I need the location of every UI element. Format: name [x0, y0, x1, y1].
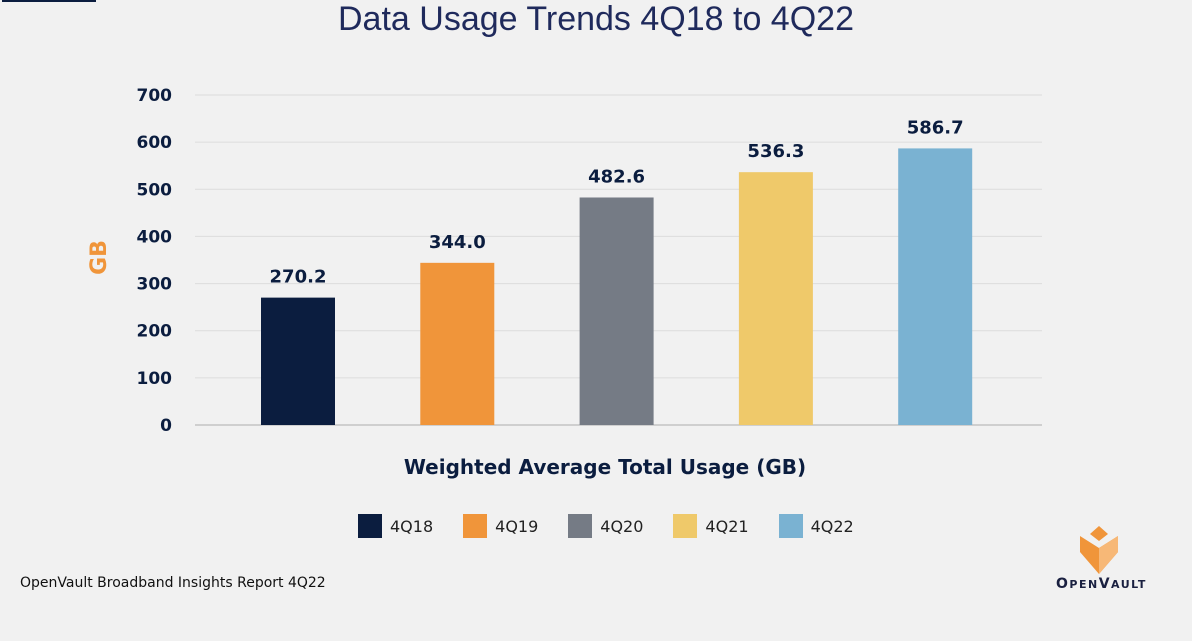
legend-swatch — [673, 514, 698, 538]
y-tick-label: 300 — [137, 275, 173, 295]
bar-4Q19 — [420, 262, 495, 425]
legend-item: 4Q21 — [673, 514, 749, 538]
logo-text: OPENVAULT — [1056, 576, 1147, 592]
legend-swatch — [358, 514, 382, 538]
legend-label: 4Q19 — [495, 516, 539, 536]
data-label: 482.6 — [588, 166, 645, 187]
legend-item: 4Q18 — [358, 514, 433, 538]
legend: 4Q18 4Q19 4Q20 4Q21 4Q22 — [358, 514, 884, 538]
bar-4Q18 — [261, 297, 335, 425]
legend-label: 4Q22 — [810, 516, 854, 536]
data-label: 270.2 — [270, 267, 327, 288]
legend-label: 4Q20 — [600, 516, 644, 536]
legend-label: 4Q21 — [705, 516, 749, 536]
source-note: OpenVault Broadband Insights Report 4Q22 — [20, 575, 326, 591]
y-tick-label: 700 — [137, 86, 173, 106]
top-accent-bar — [2, 0, 96, 2]
openvault-logo-icon — [1080, 526, 1118, 574]
legend-label: 4Q18 — [390, 516, 434, 536]
legend-item: 4Q20 — [568, 514, 643, 538]
legend-swatch — [778, 514, 803, 538]
legend-item: 4Q22 — [778, 514, 854, 538]
x-axis-title: Weighted Average Total Usage (GB) — [403, 455, 807, 479]
data-label: 536.3 — [747, 141, 804, 162]
legend-item: 4Q19 — [463, 514, 538, 538]
chart-title: Data Usage Trends 4Q18 to 4Q22 — [338, 0, 854, 38]
bar-4Q21 — [738, 172, 813, 425]
y-tick-label: 600 — [137, 133, 173, 153]
bar-4Q22 — [898, 148, 973, 426]
data-label: 586.7 — [907, 117, 964, 138]
y-tick-label: 500 — [137, 180, 173, 200]
legend-swatch — [568, 514, 593, 538]
y-axis-title: GB — [86, 240, 112, 275]
data-label: 344.0 — [429, 232, 486, 253]
y-tick-label: 0 — [160, 416, 172, 436]
y-tick-label: 200 — [137, 322, 173, 342]
bar-4Q20 — [579, 197, 654, 425]
y-tick-label: 100 — [137, 369, 173, 389]
y-tick-label: 400 — [137, 227, 173, 247]
legend-swatch — [463, 514, 488, 538]
